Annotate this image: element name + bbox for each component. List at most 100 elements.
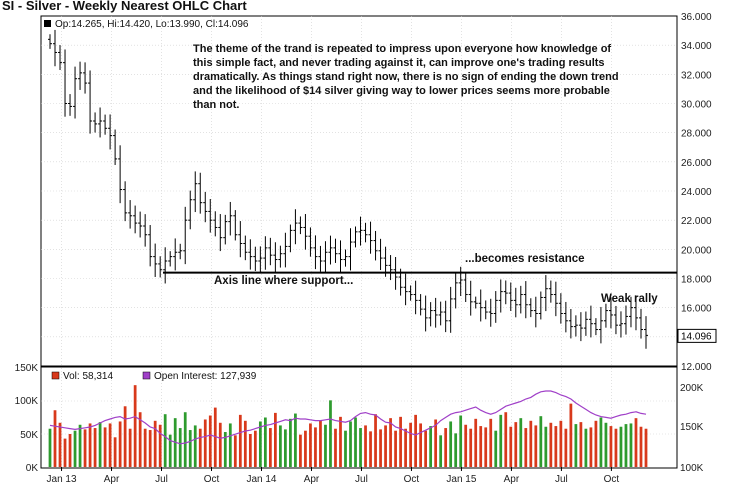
volume-bar bbox=[118, 421, 122, 467]
ohlc-bar bbox=[268, 237, 273, 266]
volume-bar bbox=[188, 430, 192, 467]
ohlc-bar bbox=[303, 214, 308, 250]
ohlc-bar bbox=[618, 311, 623, 338]
oi-tick-100k: 100K bbox=[680, 463, 704, 474]
ohlc-bar bbox=[463, 272, 468, 302]
volume-bar bbox=[414, 414, 417, 467]
volume-bar bbox=[599, 417, 603, 467]
volume-bar bbox=[289, 418, 292, 467]
ohlc-bar bbox=[233, 210, 238, 241]
volume-bar bbox=[163, 414, 167, 467]
volume-bar bbox=[564, 428, 568, 467]
volume-bar bbox=[454, 433, 458, 467]
x-tick-label: Jul bbox=[155, 474, 168, 485]
volume-bar bbox=[559, 420, 563, 467]
volume-bar bbox=[178, 428, 182, 467]
vol-legend-swatch bbox=[51, 371, 60, 380]
ohlc-bar bbox=[523, 281, 528, 319]
ohlc-bar bbox=[153, 243, 158, 277]
volume-bar bbox=[268, 428, 272, 467]
price-y-axis: 36.000 34.000 32.000 30.000 28.000 26.000 24.0… bbox=[681, 12, 712, 373]
ohlc-bar bbox=[513, 287, 518, 318]
volume-bar bbox=[379, 429, 382, 467]
ohlc-bar bbox=[243, 235, 248, 261]
volume-bar bbox=[579, 422, 583, 467]
volume-bar bbox=[349, 421, 352, 467]
ohlc-bar bbox=[403, 273, 408, 306]
volume-bar bbox=[168, 434, 172, 467]
volume-bar bbox=[354, 417, 357, 467]
volume-bar bbox=[153, 420, 157, 467]
price-tick-label: 16.000 bbox=[681, 304, 712, 315]
volume-bar bbox=[399, 416, 402, 467]
volume-bar bbox=[644, 428, 648, 467]
ohlc-bar bbox=[328, 235, 333, 265]
ohlc-bar bbox=[163, 247, 168, 284]
volume-bar bbox=[108, 423, 112, 467]
volume-bar bbox=[629, 423, 633, 467]
volume-bar bbox=[88, 423, 92, 467]
volume-bar bbox=[639, 426, 643, 467]
ohlc-bar bbox=[453, 273, 458, 309]
volume-bar bbox=[78, 424, 82, 467]
chart-title: SI - Silver - Weekly Nearest OHLC Chart bbox=[2, 0, 247, 13]
ohlc-bar bbox=[363, 222, 368, 243]
ohlc-bar bbox=[493, 291, 498, 323]
ohlc-bar bbox=[448, 286, 453, 333]
ohlc-bar bbox=[213, 211, 218, 237]
ohlc-bar bbox=[73, 66, 78, 119]
ohlc-bar bbox=[548, 280, 553, 303]
oi-legend-label: Open Interest: 127,939 bbox=[154, 371, 257, 382]
volume-bar bbox=[459, 415, 463, 467]
ohlc-bar bbox=[83, 62, 88, 94]
price-grid bbox=[41, 16, 677, 366]
x-tick-label: Oct bbox=[604, 474, 620, 485]
volume-bar bbox=[98, 422, 102, 467]
x-tick-label: Jul bbox=[555, 474, 568, 485]
ohlc-bar bbox=[183, 206, 188, 265]
commentary-line-3: dramatically. As things stand right now,… bbox=[193, 71, 619, 83]
volume-bar bbox=[464, 424, 468, 467]
ohlc-bar bbox=[503, 280, 508, 305]
ohlc-bar bbox=[238, 221, 243, 258]
ohlc-bar bbox=[368, 221, 373, 254]
resistance-annotation: ...becomes resistance bbox=[465, 253, 585, 265]
volume-bar bbox=[68, 434, 72, 467]
volume-bar bbox=[243, 420, 247, 467]
ohlc-bar bbox=[623, 305, 628, 335]
volume-bar bbox=[218, 422, 222, 467]
ohlc-bar bbox=[408, 285, 413, 301]
ohlc-bar bbox=[123, 181, 128, 222]
volume-bar bbox=[634, 418, 638, 467]
ohlc-bar bbox=[63, 49, 68, 117]
volume-bar bbox=[193, 425, 197, 467]
volume-bar bbox=[148, 430, 152, 467]
ohlc-bar bbox=[468, 280, 473, 316]
ohlc-bar bbox=[293, 209, 298, 245]
ohlc-bar bbox=[253, 246, 258, 271]
ohlc-bar bbox=[358, 216, 363, 246]
vol-tick-0k: 0K bbox=[26, 463, 39, 474]
volume-bar bbox=[424, 430, 428, 467]
vol-legend-label: Vol: 58,314 bbox=[63, 371, 113, 382]
ohlc-bar bbox=[113, 129, 118, 165]
x-tick-label: Oct bbox=[204, 474, 220, 485]
ohlc-bar bbox=[533, 296, 538, 328]
volume-bar bbox=[584, 428, 588, 467]
ohlc-bar bbox=[318, 245, 323, 272]
volume-bar bbox=[319, 420, 322, 467]
ohlc-bar bbox=[633, 295, 638, 331]
volume-bar bbox=[369, 431, 372, 467]
ohlc-bar bbox=[538, 291, 543, 320]
volume-bar bbox=[589, 427, 593, 467]
last-price-box bbox=[677, 328, 717, 343]
volume-bar bbox=[274, 412, 277, 467]
volume-bar bbox=[509, 426, 513, 467]
volume-bar bbox=[83, 429, 87, 467]
price-tick-label: 30.000 bbox=[681, 100, 712, 111]
ohlc-bar bbox=[613, 305, 618, 335]
vol-tick-150k: 150K bbox=[15, 363, 39, 374]
volume-bar bbox=[48, 428, 52, 467]
price-tick-label: 18.000 bbox=[681, 275, 712, 286]
volume-bar bbox=[529, 420, 533, 467]
